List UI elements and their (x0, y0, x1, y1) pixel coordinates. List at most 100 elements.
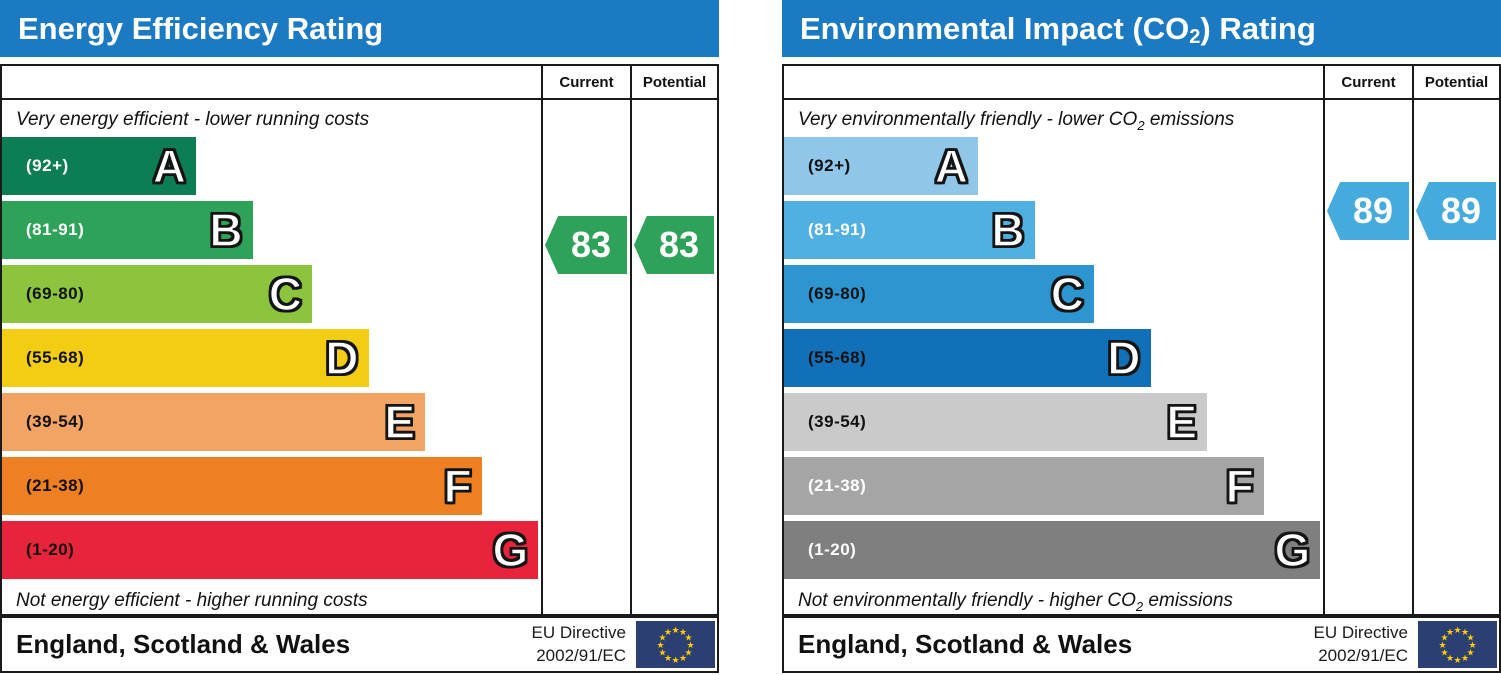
band-row-g: (1-20) G (784, 521, 1323, 579)
potential-value-column: 83 (630, 100, 717, 614)
potential-rating-arrow: 89 (1416, 182, 1496, 240)
svg-text:★: ★ (1468, 641, 1476, 651)
band-f-range: (21-38) (26, 476, 85, 495)
eu-directive-label: EU Directive 2002/91/EC (1314, 622, 1408, 666)
potential-rating-value: 83 (658, 224, 700, 265)
band-d-range: (55-68) (26, 348, 85, 367)
band-g: (1-20) G (2, 521, 539, 579)
band-d-letter: D (1107, 332, 1142, 384)
bottom-note: Not environmentally friendly - higher CO… (784, 585, 1323, 614)
band-row-e: (39-54) E (784, 393, 1323, 451)
svg-text:★: ★ (679, 654, 687, 664)
svg-text:★: ★ (684, 649, 692, 659)
bottom-note-subscript: 2 (1135, 598, 1144, 614)
region-label: England, Scotland & Wales (16, 629, 351, 659)
eu-flag-icon: ★ ★★ ★★★ ★★★ ★★★ (636, 621, 715, 668)
band-d: (55-68) D (2, 329, 369, 387)
current-rating-arrow: 83 (545, 216, 627, 274)
environmental-impact-chart: Environmental Impact (CO 2) Rating Curren… (782, 0, 1501, 673)
bottom-note-suffix: emissions (1143, 590, 1233, 611)
potential-rating-value: 89 (1440, 190, 1482, 231)
potential-column-header: Potential (630, 66, 717, 98)
eu-directive-line1: EU Directive (1313, 623, 1408, 643)
eu-directive-line2: 2002/91/EC (1318, 645, 1408, 665)
band-f-range: (21-38) (808, 476, 867, 495)
band-b-letter: B (209, 204, 244, 256)
svg-text:★: ★ (1446, 628, 1454, 638)
band-row-g: (1-20) G (2, 521, 541, 579)
band-row-b: (81-91) B (2, 201, 541, 259)
band-c-letter: C (268, 268, 303, 320)
svg-text:★: ★ (1440, 634, 1448, 644)
header-spacer (2, 66, 541, 98)
current-rating-arrow: 89 (1327, 182, 1409, 240)
band-f: (21-38) F (2, 457, 482, 515)
eu-directive-line1: EU Directive (531, 623, 626, 643)
band-c: (69-80) C (784, 265, 1094, 323)
current-column-header: Current (541, 66, 630, 98)
svg-text:★: ★ (679, 628, 687, 638)
top-note: Very energy efficient - lower running co… (2, 100, 541, 137)
band-row-a: (92+) A (784, 137, 1323, 195)
title-subscript: 2 (1189, 26, 1201, 48)
eu-directive-label: EU Directive 2002/91/EC (532, 622, 626, 666)
top-note-suffix: emissions (1144, 109, 1235, 130)
band-b-range: (81-91) (808, 220, 867, 239)
band-a: (92+) A (2, 137, 197, 195)
current-value-column: 89 (1323, 100, 1412, 614)
table-header: Current Potential (784, 66, 1499, 100)
bottom-note-text: Not environmentally friendly - higher CO (798, 590, 1136, 611)
svg-text:★: ★ (671, 656, 679, 666)
svg-text:★: ★ (671, 626, 679, 636)
svg-text:★: ★ (664, 654, 672, 664)
band-row-d: (55-68) D (784, 329, 1323, 387)
band-d-letter: D (325, 332, 360, 384)
table-header: Current Potential (2, 66, 717, 100)
chart-footer: England, Scotland & Wales EU Directive 2… (0, 616, 719, 673)
band-g-range: (1-20) (808, 540, 857, 559)
bottom-note: Not energy efficient - higher running co… (2, 585, 541, 614)
energy-efficiency-title: Energy Efficiency Rating (0, 0, 719, 57)
top-note-text: Very energy efficient - lower running co… (16, 109, 370, 130)
band-b: (81-91) B (2, 201, 253, 259)
title-text: Environmental Impact (CO (800, 10, 1190, 46)
band-e-range: (39-54) (26, 412, 85, 431)
region-label: England, Scotland & Wales (798, 629, 1133, 659)
svg-text:★: ★ (658, 649, 666, 659)
title-text: Energy Efficiency Rating (18, 10, 384, 46)
svg-text:★: ★ (1446, 654, 1454, 664)
band-a-letter: A (934, 140, 969, 192)
band-g: (1-20) G (784, 521, 1321, 579)
rating-scale: Very energy efficient - lower running co… (2, 100, 541, 614)
current-value-column: 83 (541, 100, 630, 614)
band-g-letter: G (1274, 524, 1311, 576)
svg-text:★: ★ (1466, 649, 1474, 659)
band-row-c: (69-80) C (2, 265, 541, 323)
band-c-range: (69-80) (808, 284, 867, 303)
band-e-range: (39-54) (808, 412, 867, 431)
band-row-c: (69-80) C (784, 265, 1323, 323)
title-text-suffix: ) Rating (1200, 10, 1316, 46)
band-e-letter: E (384, 396, 416, 448)
header-spacer (784, 66, 1323, 98)
energy-efficiency-chart: Energy Efficiency Rating Current Potenti… (0, 0, 719, 673)
band-row-f: (21-38) F (784, 457, 1323, 515)
svg-text:★: ★ (1438, 641, 1446, 651)
chart-footer: England, Scotland & Wales EU Directive 2… (782, 616, 1501, 673)
rating-table: Current Potential Very environmentally f… (782, 64, 1501, 616)
band-c: (69-80) C (2, 265, 312, 323)
rating-scale: Very environmentally friendly - lower CO… (784, 100, 1323, 614)
band-b: (81-91) B (784, 201, 1035, 259)
svg-text:★: ★ (1453, 656, 1461, 666)
band-row-b: (81-91) B (784, 201, 1323, 259)
table-body: Very environmentally friendly - lower CO… (784, 100, 1499, 614)
top-note-text: Very environmentally friendly - lower CO (798, 109, 1138, 130)
svg-text:★: ★ (1453, 626, 1461, 636)
band-g-range: (1-20) (26, 540, 75, 559)
potential-rating-arrow: 83 (634, 216, 714, 274)
svg-text:★: ★ (656, 641, 664, 651)
band-row-f: (21-38) F (2, 457, 541, 515)
svg-text:★: ★ (1466, 634, 1474, 644)
band-f: (21-38) F (784, 457, 1264, 515)
band-d-range: (55-68) (808, 348, 867, 367)
